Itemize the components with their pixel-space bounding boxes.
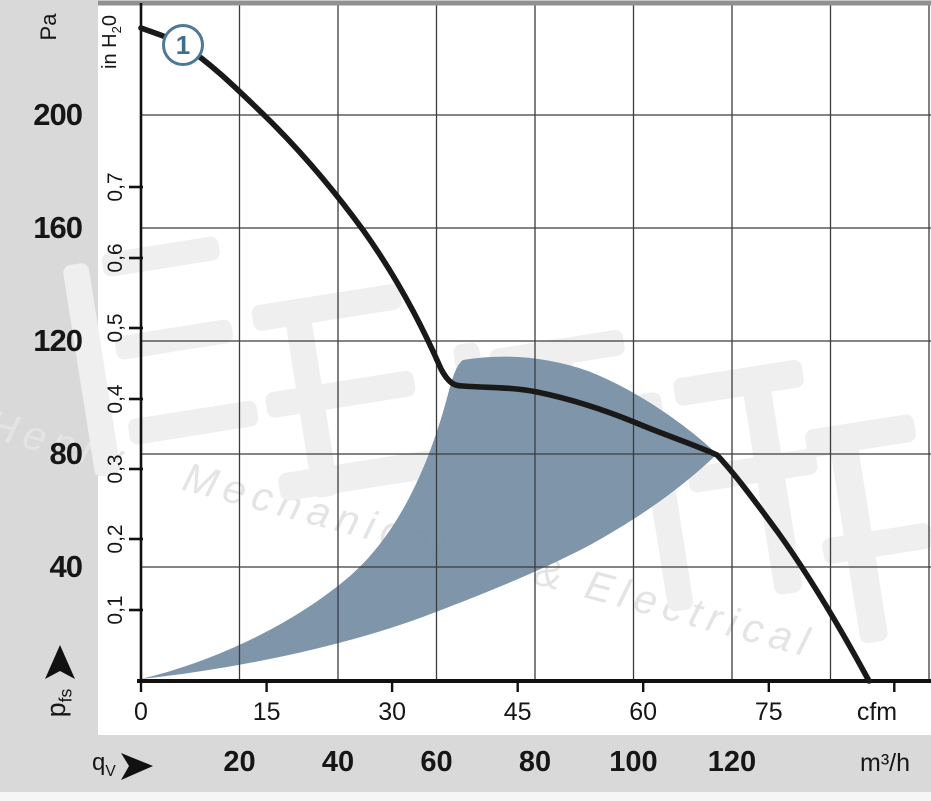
bottom-margin-band — [0, 735, 931, 792]
cfm-unit-label: cfm — [856, 698, 898, 726]
m3h-tick-80: 80 — [518, 746, 552, 778]
cfm-tick-60: 60 — [629, 698, 658, 726]
m3h-tick-100: 100 — [609, 746, 658, 778]
inh2o-unit-text2: 0 — [99, 15, 121, 27]
inh2o-tick-03: 0,3 — [104, 454, 127, 484]
pa-tick-160: 160 — [33, 210, 83, 245]
cfm-tick-30: 30 — [378, 698, 406, 726]
curve-marker-badge: 1 — [162, 24, 204, 66]
inh2o-tick-01: 0,1 — [104, 595, 127, 625]
inh2o-tick-marks — [129, 185, 143, 612]
pfs-sub: fs — [55, 688, 76, 703]
qv-text: q — [92, 749, 106, 776]
fan-curve-line — [138, 25, 872, 684]
pa-tick-120: 120 — [33, 323, 83, 358]
inh2o-tick-04: 0,4 — [104, 384, 127, 414]
cfm-tick-0: 0 — [134, 698, 148, 726]
m3h-tick-40: 40 — [321, 746, 355, 778]
x-axis-symbol-qv: qV — [92, 749, 116, 780]
qv-right-arrow-icon — [121, 753, 153, 780]
inh2o-unit-text: in H — [99, 33, 121, 69]
inh2o-tick-06: 0,6 — [104, 243, 127, 273]
m3h-tick-120: 120 — [707, 746, 757, 778]
m3h-tick-20: 20 — [223, 746, 256, 778]
pressure-unit-pa: Pa — [36, 13, 61, 41]
cfm-tick-marks — [139, 681, 896, 692]
cfm-tick-45: 45 — [503, 698, 532, 726]
cfm-tick-75: 75 — [754, 698, 783, 726]
qv-sub: V — [105, 762, 116, 780]
m3h-unit-label: m³/h — [860, 749, 910, 777]
inh2o-unit-sub: 2 — [109, 26, 124, 34]
inh2o-tick-05: 0,5 — [104, 313, 127, 343]
pa-tick-200: 200 — [33, 97, 83, 132]
pressure-unit-inh2o: in H20 — [99, 10, 124, 74]
left-margin-band — [0, 0, 98, 801]
cfm-tick-15: 15 — [252, 698, 281, 726]
operating-region-area — [141, 356, 717, 679]
pfs-text: p — [41, 702, 71, 718]
pa-tick-40: 40 — [49, 549, 83, 584]
pa-tick-80: 80 — [49, 436, 83, 471]
inh2o-tick-02: 0,2 — [104, 524, 127, 554]
y-axis-symbol-pfs: pfs — [41, 675, 75, 731]
bottom-edge-strip — [0, 792, 931, 801]
m3h-tick-60: 60 — [420, 746, 453, 778]
pfs-up-arrow-icon — [45, 645, 75, 679]
inh2o-tick-07: 0,7 — [104, 172, 127, 202]
